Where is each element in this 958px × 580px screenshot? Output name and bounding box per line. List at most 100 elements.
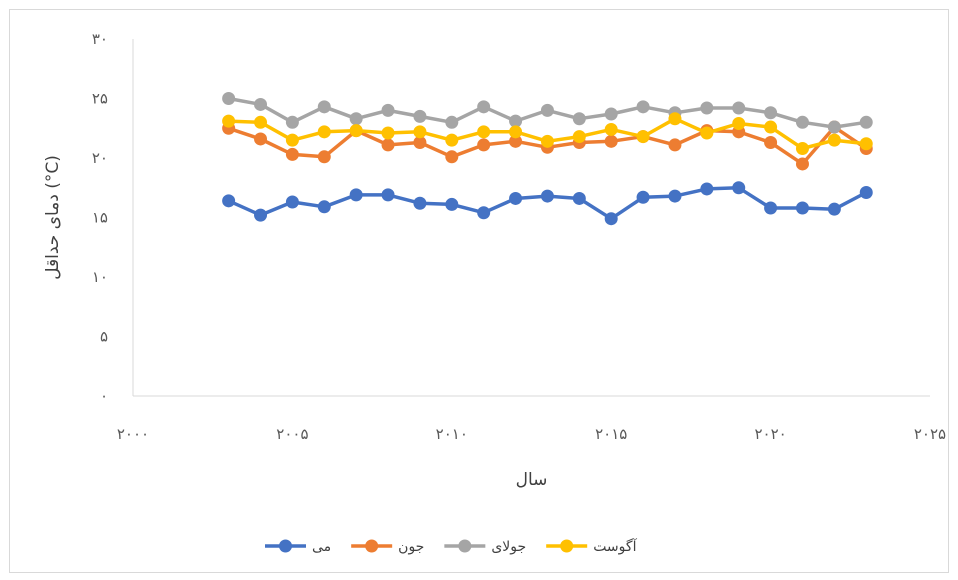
data-point [285,115,299,129]
legend: می جون جولای آگوست [265,538,638,555]
data-point [317,125,331,139]
x-tick-label: ۲۰۱۵ [595,425,627,443]
data-point [477,125,491,139]
data-point [509,134,523,148]
data-point [700,101,714,115]
legend-label: آگوست [593,538,637,555]
chart-area: ۲۰۰۰ ۲۰۰۵ ۲۰۱۰ ۲۰۱۵ ۲۰۲۰ ۲۰۲۵ ۰ ۵ ۱۰ ۱۵ ۲۰ ۲۵ ۳۰ سا… [9,9,949,573]
data-point [254,208,268,222]
legend-label: جون [398,539,424,555]
data-point [827,120,841,134]
data-point [445,197,459,211]
series-layer [222,92,873,226]
data-point [636,130,650,144]
data-point [445,150,459,164]
data-point [540,189,554,203]
legend-marker [458,539,472,553]
data-point [795,141,809,155]
data-point [222,194,236,208]
data-point [509,125,523,139]
series-1 [222,181,873,226]
y-tick-label: ۳۰ [92,30,108,48]
data-point [317,200,331,214]
data-point [285,147,299,161]
legend-item-4: آگوست [546,538,638,555]
data-point [254,97,268,111]
data-point [222,114,236,128]
data-point [732,116,746,130]
data-point [795,157,809,171]
data-point [700,126,714,140]
data-point [317,100,331,114]
data-point [413,196,427,210]
data-point [700,182,714,196]
y-tick-label: ۱۵ [92,209,108,227]
y-tick-label: ۰ [100,387,108,405]
data-point [413,125,427,139]
data-point [795,201,809,215]
y-tick-label: ۵ [100,328,108,346]
data-point [859,137,873,151]
data-point [285,133,299,147]
data-point [413,109,427,123]
data-point [732,101,746,115]
data-point [509,191,523,205]
data-point [668,112,682,126]
data-point [540,134,554,148]
series-3 [222,92,873,134]
data-point [254,132,268,146]
data-point [827,202,841,216]
data-point [636,100,650,114]
data-point [827,133,841,147]
data-point [445,133,459,147]
data-point [254,115,268,129]
data-point [859,115,873,129]
y-axis-title: دمای حداقل (°C) [43,155,63,280]
data-point [572,191,586,205]
data-point [381,188,395,202]
data-point [349,188,363,202]
data-point [859,186,873,200]
data-point [604,122,618,136]
data-point [604,107,618,121]
data-point [764,136,778,150]
series-4 [222,112,873,155]
data-point [477,100,491,114]
data-point [795,115,809,129]
x-tick-label: ۲۰۱۰ [436,425,468,443]
data-point [604,134,618,148]
data-point [445,115,459,129]
data-point [668,189,682,203]
legend-marker [365,539,379,553]
data-point [604,212,618,226]
data-point [572,130,586,144]
data-point [317,150,331,164]
data-point [222,92,236,105]
y-tick-label: ۱۰ [92,268,108,286]
x-tick-label: ۲۰۲۰ [754,425,786,443]
x-axis-title: سال [516,470,548,490]
data-point [477,206,491,220]
legend-item-3: جولای [444,539,526,555]
data-point [764,120,778,134]
data-point [381,103,395,117]
data-point [540,103,554,117]
data-point [477,138,491,152]
data-point [668,138,682,152]
legend-marker [560,539,574,553]
x-tick-label: ۲۰۲۵ [914,425,946,443]
data-point [349,124,363,138]
data-point [381,138,395,152]
y-tick-label: ۲۵ [92,90,108,108]
data-point [732,181,746,195]
data-point [349,112,363,126]
data-point [764,201,778,215]
y-tick-label: ۲۰ [92,149,108,167]
data-point [764,106,778,120]
x-tick-label: ۲۰۰۰ [117,425,149,443]
legend-label: می [312,539,331,555]
data-point [285,195,299,209]
legend-item-1: می [265,539,331,555]
x-tick-label: ۲۰۰۵ [276,425,308,443]
legend-label: جولای [491,539,526,555]
